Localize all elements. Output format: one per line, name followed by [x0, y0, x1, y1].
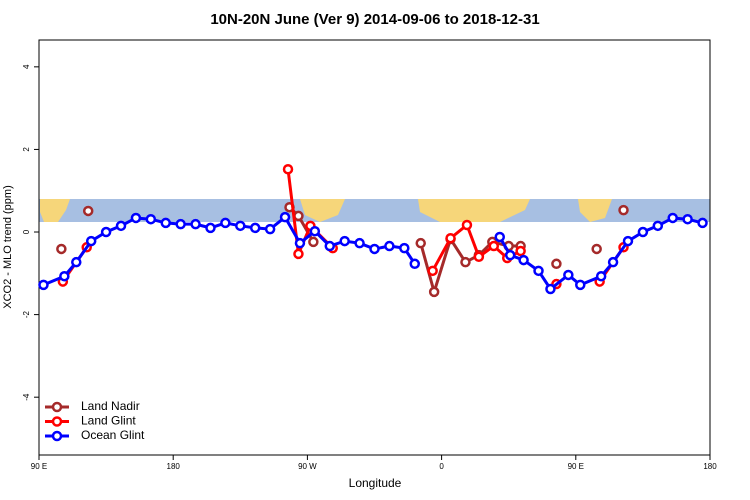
- data-point: [533, 265, 544, 277]
- data-point: [354, 237, 365, 249]
- data-point: [427, 265, 438, 277]
- data-point: [71, 256, 82, 268]
- data-point: [100, 226, 112, 238]
- data-point: [145, 213, 157, 225]
- data-point: [595, 270, 607, 282]
- plot-frame: [38, 39, 711, 456]
- data-point: [339, 235, 350, 247]
- data-point: [618, 204, 629, 216]
- legend-marker: [51, 401, 63, 413]
- data-point: [293, 210, 304, 222]
- x-tick-label: 90 E: [568, 462, 584, 471]
- data-point: [591, 243, 602, 255]
- data-point: [504, 249, 516, 261]
- legend-marker: [51, 430, 63, 442]
- chart-title: 10N-20N June (Ver 9) 2014-09-06 to 2018-…: [210, 11, 539, 28]
- data-point: [460, 256, 471, 268]
- y-tick-label: 4: [22, 64, 31, 69]
- data-point: [82, 205, 94, 217]
- data-point: [205, 222, 216, 234]
- x-tick-label: 0: [439, 462, 444, 471]
- data-point: [309, 225, 321, 237]
- data-point: [308, 236, 319, 248]
- data-point: [264, 223, 276, 235]
- data-point: [160, 217, 171, 229]
- x-tick-label: 90 E: [31, 462, 47, 471]
- data-point: [488, 240, 500, 252]
- x-tick-label: 180: [167, 462, 181, 471]
- data-point: [445, 232, 456, 244]
- x-tick-label: 180: [703, 462, 717, 471]
- data-point: [369, 243, 380, 255]
- data-point: [384, 240, 395, 252]
- data-point: [85, 235, 97, 247]
- data-point: [59, 270, 70, 282]
- y-axis-label: XCO2 - MLO trend (ppm): [2, 185, 14, 308]
- data-point: [235, 220, 246, 232]
- data-point: [607, 256, 619, 268]
- data-point: [667, 212, 678, 224]
- data-point: [175, 218, 186, 230]
- x-tick-label: 90 W: [298, 462, 317, 471]
- y-tick-label: -4: [22, 393, 31, 401]
- data-point: [293, 248, 304, 260]
- data-point: [428, 286, 440, 298]
- data-point: [415, 237, 426, 249]
- data-point: [473, 251, 485, 263]
- data-point: [494, 231, 506, 243]
- data-point: [652, 220, 664, 232]
- series: [38, 211, 708, 295]
- land-patch: [418, 199, 530, 222]
- data-point: [294, 237, 306, 249]
- legend-label: Ocean Glint: [81, 428, 145, 442]
- data-point: [56, 243, 67, 255]
- map-strip: [39, 199, 710, 222]
- data-point: [38, 279, 49, 291]
- data-point: [461, 219, 473, 231]
- data-point: [324, 240, 336, 252]
- data-point: [697, 217, 708, 229]
- land-patch: [40, 199, 70, 222]
- data-point: [220, 217, 231, 229]
- land-patch: [300, 199, 345, 222]
- data-point: [130, 212, 142, 224]
- y-tick-label: -2: [22, 311, 31, 319]
- data-point: [115, 220, 127, 232]
- legend-marker: [51, 416, 63, 427]
- data-point: [409, 258, 421, 270]
- data-point: [279, 211, 291, 223]
- data-point: [249, 222, 261, 234]
- y-tick-label: 2: [22, 147, 31, 152]
- data-point: [682, 213, 693, 225]
- data-point: [545, 283, 556, 295]
- ocean-strip: [39, 199, 710, 222]
- data-point: [551, 258, 562, 270]
- y-tick-label: 0: [22, 229, 31, 234]
- data-point: [575, 279, 586, 291]
- data-point: [563, 269, 574, 281]
- data-point: [518, 254, 529, 266]
- data-point: [637, 226, 649, 238]
- data-point: [515, 245, 526, 257]
- data-point: [282, 163, 294, 175]
- data-point: [190, 218, 201, 230]
- legend-label: Land Nadir: [81, 399, 140, 413]
- x-axis-label: Longitude: [349, 476, 402, 490]
- legend-label: Land Glint: [81, 414, 136, 428]
- data-point: [622, 235, 634, 247]
- land-patch: [578, 199, 612, 222]
- data-point: [399, 242, 410, 254]
